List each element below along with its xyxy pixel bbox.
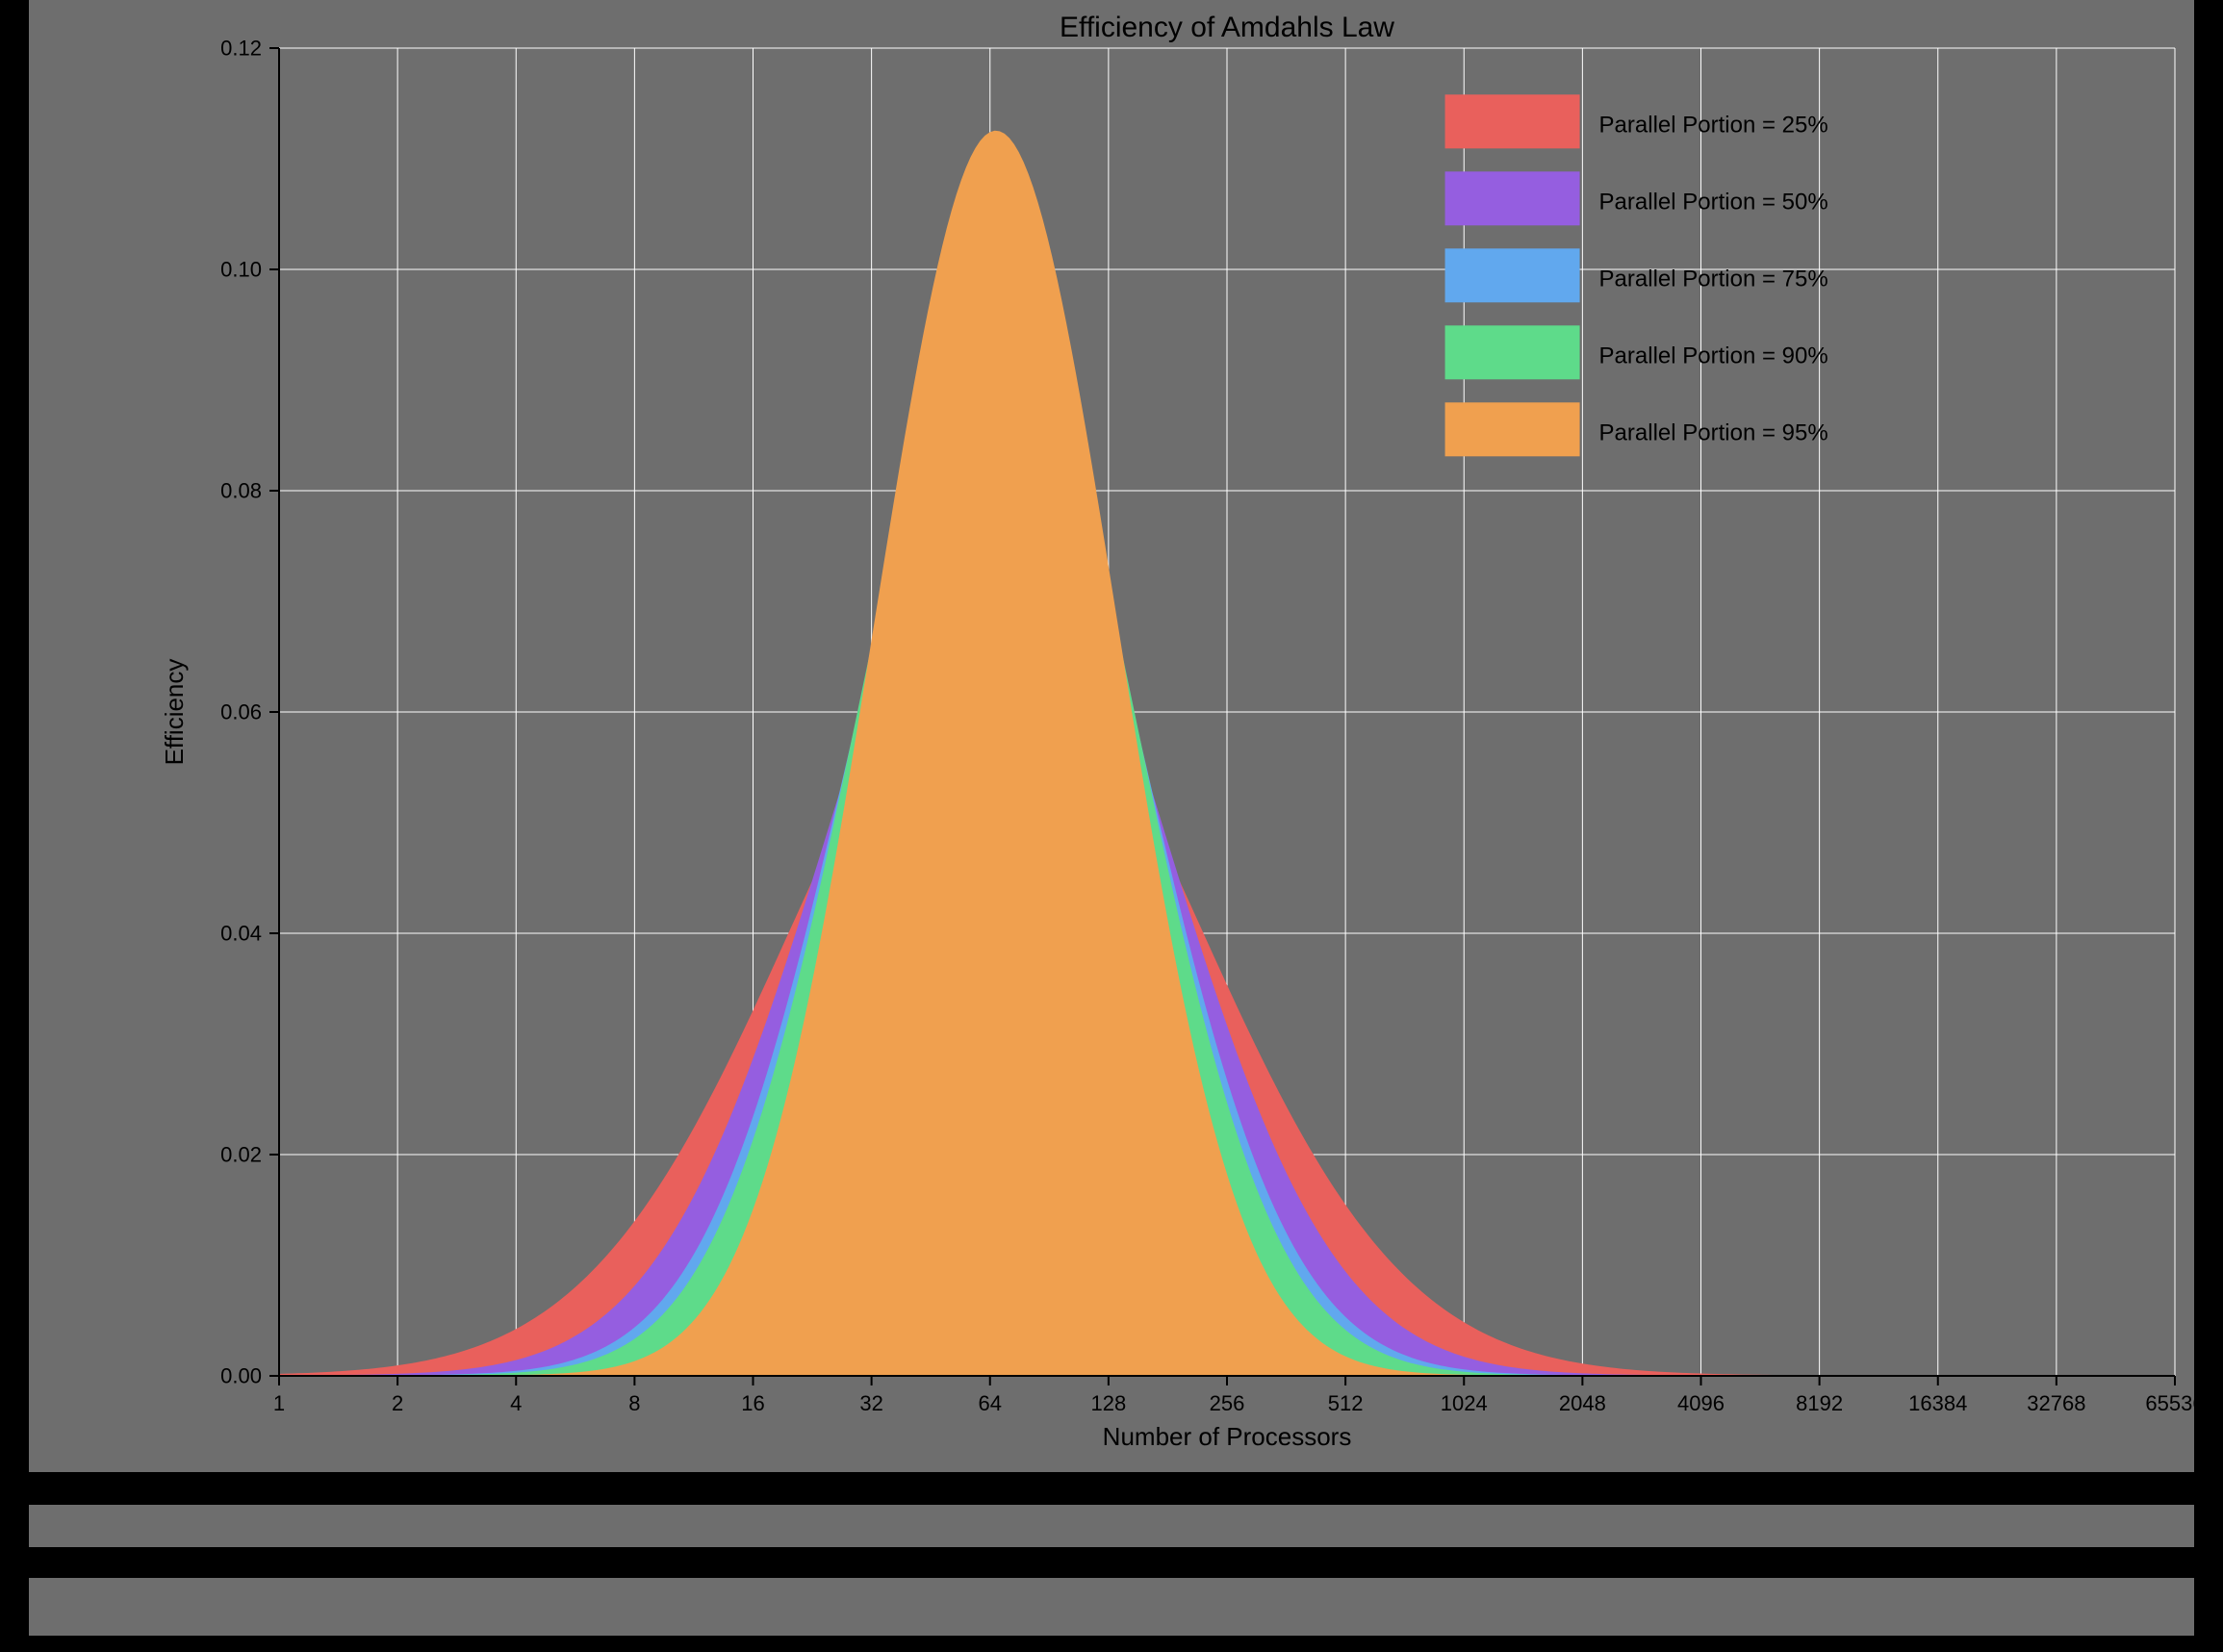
x-tick-label: 512 [1328,1391,1364,1415]
y-tick-label: 0.08 [220,479,262,503]
x-tick-label: 4096 [1677,1391,1725,1415]
x-tick-label: 1 [273,1391,285,1415]
legend-swatch [1445,171,1580,225]
x-tick-label: 1024 [1441,1391,1488,1415]
legend-label: Parallel Portion = 50% [1599,190,1828,216]
y-tick-label: 0.02 [220,1143,262,1167]
x-tick-label: 16 [741,1391,764,1415]
chart-title: Efficiency of Amdahls Law [1060,12,1394,43]
x-tick-label: 4 [510,1391,522,1415]
x-tick-label: 16384 [1908,1391,1967,1415]
legend-swatch [1445,325,1580,379]
x-tick-label: 65536 [2145,1391,2204,1415]
y-tick-label: 0.12 [220,37,262,61]
legend-label: Parallel Portion = 75% [1599,267,1828,292]
x-tick-label: 256 [1210,1391,1245,1415]
y-tick-label: 0.06 [220,700,262,724]
x-tick-label: 8192 [1796,1391,1843,1415]
legend: Parallel Portion = 25% Parallel Portion =… [1445,94,1828,456]
legend-swatch [1445,402,1580,456]
y-tick-label: 0.10 [220,258,262,282]
legend-label: Parallel Portion = 95% [1599,420,1828,446]
x-tick-label: 32768 [2027,1391,2085,1415]
x-tick-label: 64 [979,1391,1002,1415]
y-tick-label: 0.00 [220,1364,262,1388]
x-axis-label: Number of Processors [1103,1422,1352,1451]
x-tick-label: 8 [628,1391,640,1415]
y-axis-label: Efficiency [160,659,189,766]
x-tick-label: 128 [1091,1391,1127,1415]
legend-swatch [1445,94,1580,148]
efficiency-chart: 1 2 4 8 16 32 64 128 256 512 1024 2048 4096 8192 16384… [0,0,2223,1652]
figure-stage: 1 2 4 8 16 32 64 128 256 512 1024 2048 4096 8192 16384… [0,0,2223,1652]
legend-label: Parallel Portion = 25% [1599,113,1828,139]
legend-swatch [1445,248,1580,302]
legend-label: Parallel Portion = 90% [1599,343,1828,369]
x-tick-label: 32 [859,1391,882,1415]
x-tick-label: 2 [392,1391,403,1415]
y-tick-label: 0.04 [220,922,262,946]
x-tick-label: 2048 [1559,1391,1606,1415]
